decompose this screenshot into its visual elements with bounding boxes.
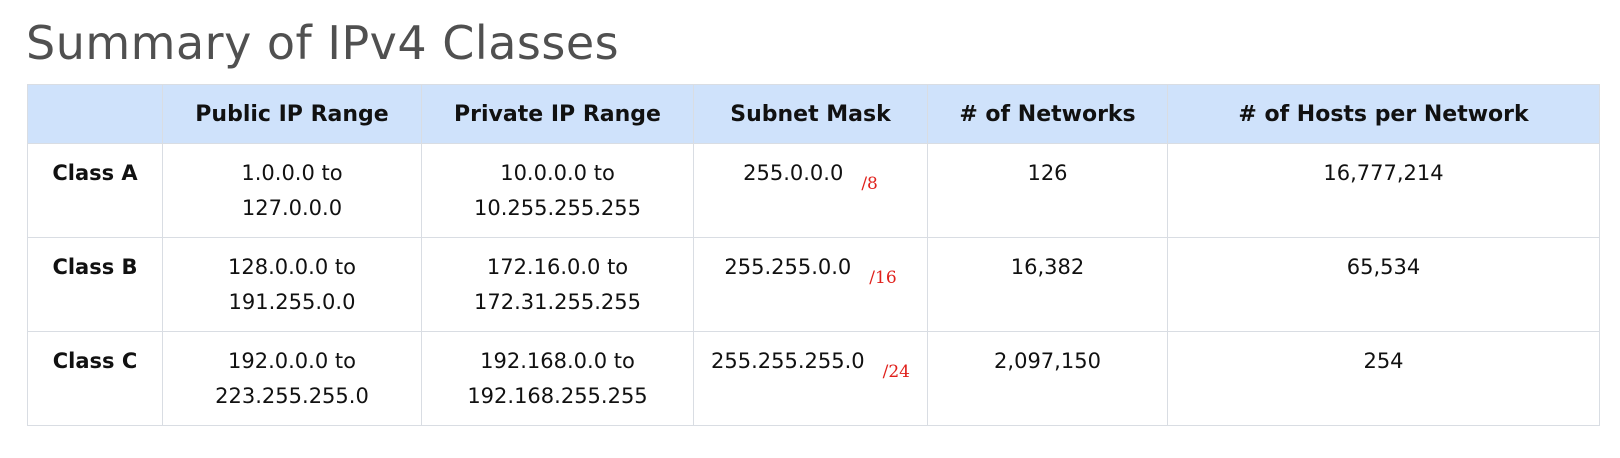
subnet-mask-value: 255.255.255.0 [711,349,865,373]
public-range-end: 127.0.0.0 [241,196,343,220]
page-title: Summary of IPv4 Classes [26,16,620,70]
public-range-end: 191.255.0.0 [228,290,356,314]
public-range-start: 128.0.0.0 to [228,255,356,279]
private-range-start: 172.16.0.0 to [486,255,629,279]
table-row-class-c: Class C 192.0.0.0 to 223.255.255.0 192.1… [27,331,1600,426]
public-range-start: 192.0.0.0 to [228,349,356,373]
class-name: Class C [27,331,163,426]
cidr-notation: /16 [869,268,897,288]
subnet-mask-value: 255.0.0.0 [743,161,844,185]
subnet-mask: 255.0.0.0/8 [693,143,928,238]
public-ip-range: 128.0.0.0 to 191.255.0.0 [162,237,422,332]
class-name: Class A [27,143,163,238]
private-range-end: 10.255.255.255 [474,196,641,220]
private-ip-range: 172.16.0.0 to 172.31.255.255 [421,237,694,332]
subnet-mask: 255.255.255.0/24 [693,331,928,426]
network-count: 126 [927,143,1168,238]
cidr-notation: /24 [882,362,910,382]
header-public-ip-range: Public IP Range [162,84,422,144]
class-name: Class B [27,237,163,332]
public-range-start: 1.0.0.0 to [241,161,343,185]
private-range-end: 192.168.255.255 [467,384,648,408]
table-row-class-b: Class B 128.0.0.0 to 191.255.0.0 172.16.… [27,237,1600,332]
private-range-start: 192.168.0.0 to [480,349,635,373]
subnet-mask-value: 255.255.0.0 [724,255,852,279]
hosts-per-network: 65,534 [1167,237,1600,332]
hosts-per-network: 16,777,214 [1167,143,1600,238]
private-range-end: 172.31.255.255 [474,290,641,314]
public-ip-range: 192.0.0.0 to 223.255.255.0 [162,331,422,426]
hosts-per-network: 254 [1167,331,1600,426]
ipv4-classes-table: Public IP Range Private IP Range Subnet … [27,84,1600,426]
header-class [27,84,163,144]
private-ip-range: 192.168.0.0 to 192.168.255.255 [421,331,694,426]
table-row-class-a: Class A 1.0.0.0 to 127.0.0.0 10.0.0.0 to… [27,143,1600,238]
network-count: 2,097,150 [927,331,1168,426]
table-header-row: Public IP Range Private IP Range Subnet … [27,84,1600,144]
header-networks: # of Networks [927,84,1168,144]
header-private-ip-range: Private IP Range [421,84,694,144]
cidr-notation: /8 [861,174,878,194]
private-ip-range: 10.0.0.0 to 10.255.255.255 [421,143,694,238]
network-count: 16,382 [927,237,1168,332]
public-ip-range: 1.0.0.0 to 127.0.0.0 [162,143,422,238]
public-range-end: 223.255.255.0 [215,384,369,408]
header-subnet-mask: Subnet Mask [693,84,928,144]
header-hosts-per-network: # of Hosts per Network [1167,84,1600,144]
private-range-start: 10.0.0.0 to [500,161,615,185]
subnet-mask: 255.255.0.0/16 [693,237,928,332]
